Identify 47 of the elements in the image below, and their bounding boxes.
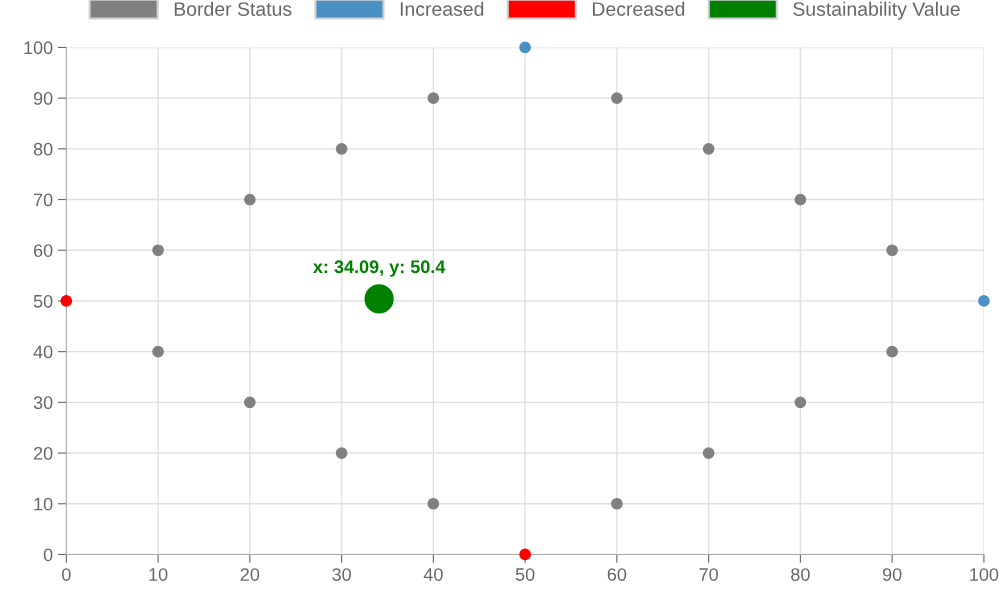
y-tick-label: 60 [33,244,53,257]
x-tick-label: 70 [699,568,718,581]
point [611,92,623,104]
point [611,497,623,510]
point [60,295,73,307]
point [152,345,164,358]
y-tick-label: 0 [43,548,53,562]
x-tick-label: 50 [515,568,535,581]
point [978,295,990,307]
point [519,548,531,561]
y-tick-label: 70 [33,193,53,207]
y-tick-label: 80 [33,142,53,156]
y-tick-label: 90 [33,92,53,105]
point [702,447,715,459]
point [519,41,531,54]
point [427,497,440,510]
point [335,447,348,459]
x-tick-label: 80 [791,568,810,581]
point [702,142,715,155]
x-tick-label: 10 [149,568,168,581]
annotation: x: 34.09, y: 50.4 [313,260,446,277]
y-tick-label: 40 [33,345,53,359]
y-tick-label: 30 [33,396,53,410]
y-tick-label: 10 [34,497,53,511]
y-tick-label: 50 [33,294,53,308]
point [794,396,807,409]
x-tick-label: 20 [240,568,260,581]
point [886,244,898,257]
legend-label: Decreased [592,1,685,16]
point [243,193,256,206]
point [152,244,164,257]
point [335,142,348,155]
x-tick-label: 100 [970,568,999,581]
point [794,193,807,206]
x-tick-label: 90 [882,568,902,581]
y-tick-label: 100 [24,41,53,55]
x-tick-label: 60 [607,568,627,581]
point [427,92,440,104]
point [243,396,256,409]
legend-label: Border Status [174,1,292,16]
point [886,345,898,358]
y-tick-label: 20 [33,446,53,460]
legend-label: Sustainability Value [793,1,960,20]
x-tick-label: 40 [423,568,443,581]
x-tick-label: 0 [62,568,71,581]
x-tick-label: 30 [332,568,351,581]
legend-label: Increased [400,1,484,16]
